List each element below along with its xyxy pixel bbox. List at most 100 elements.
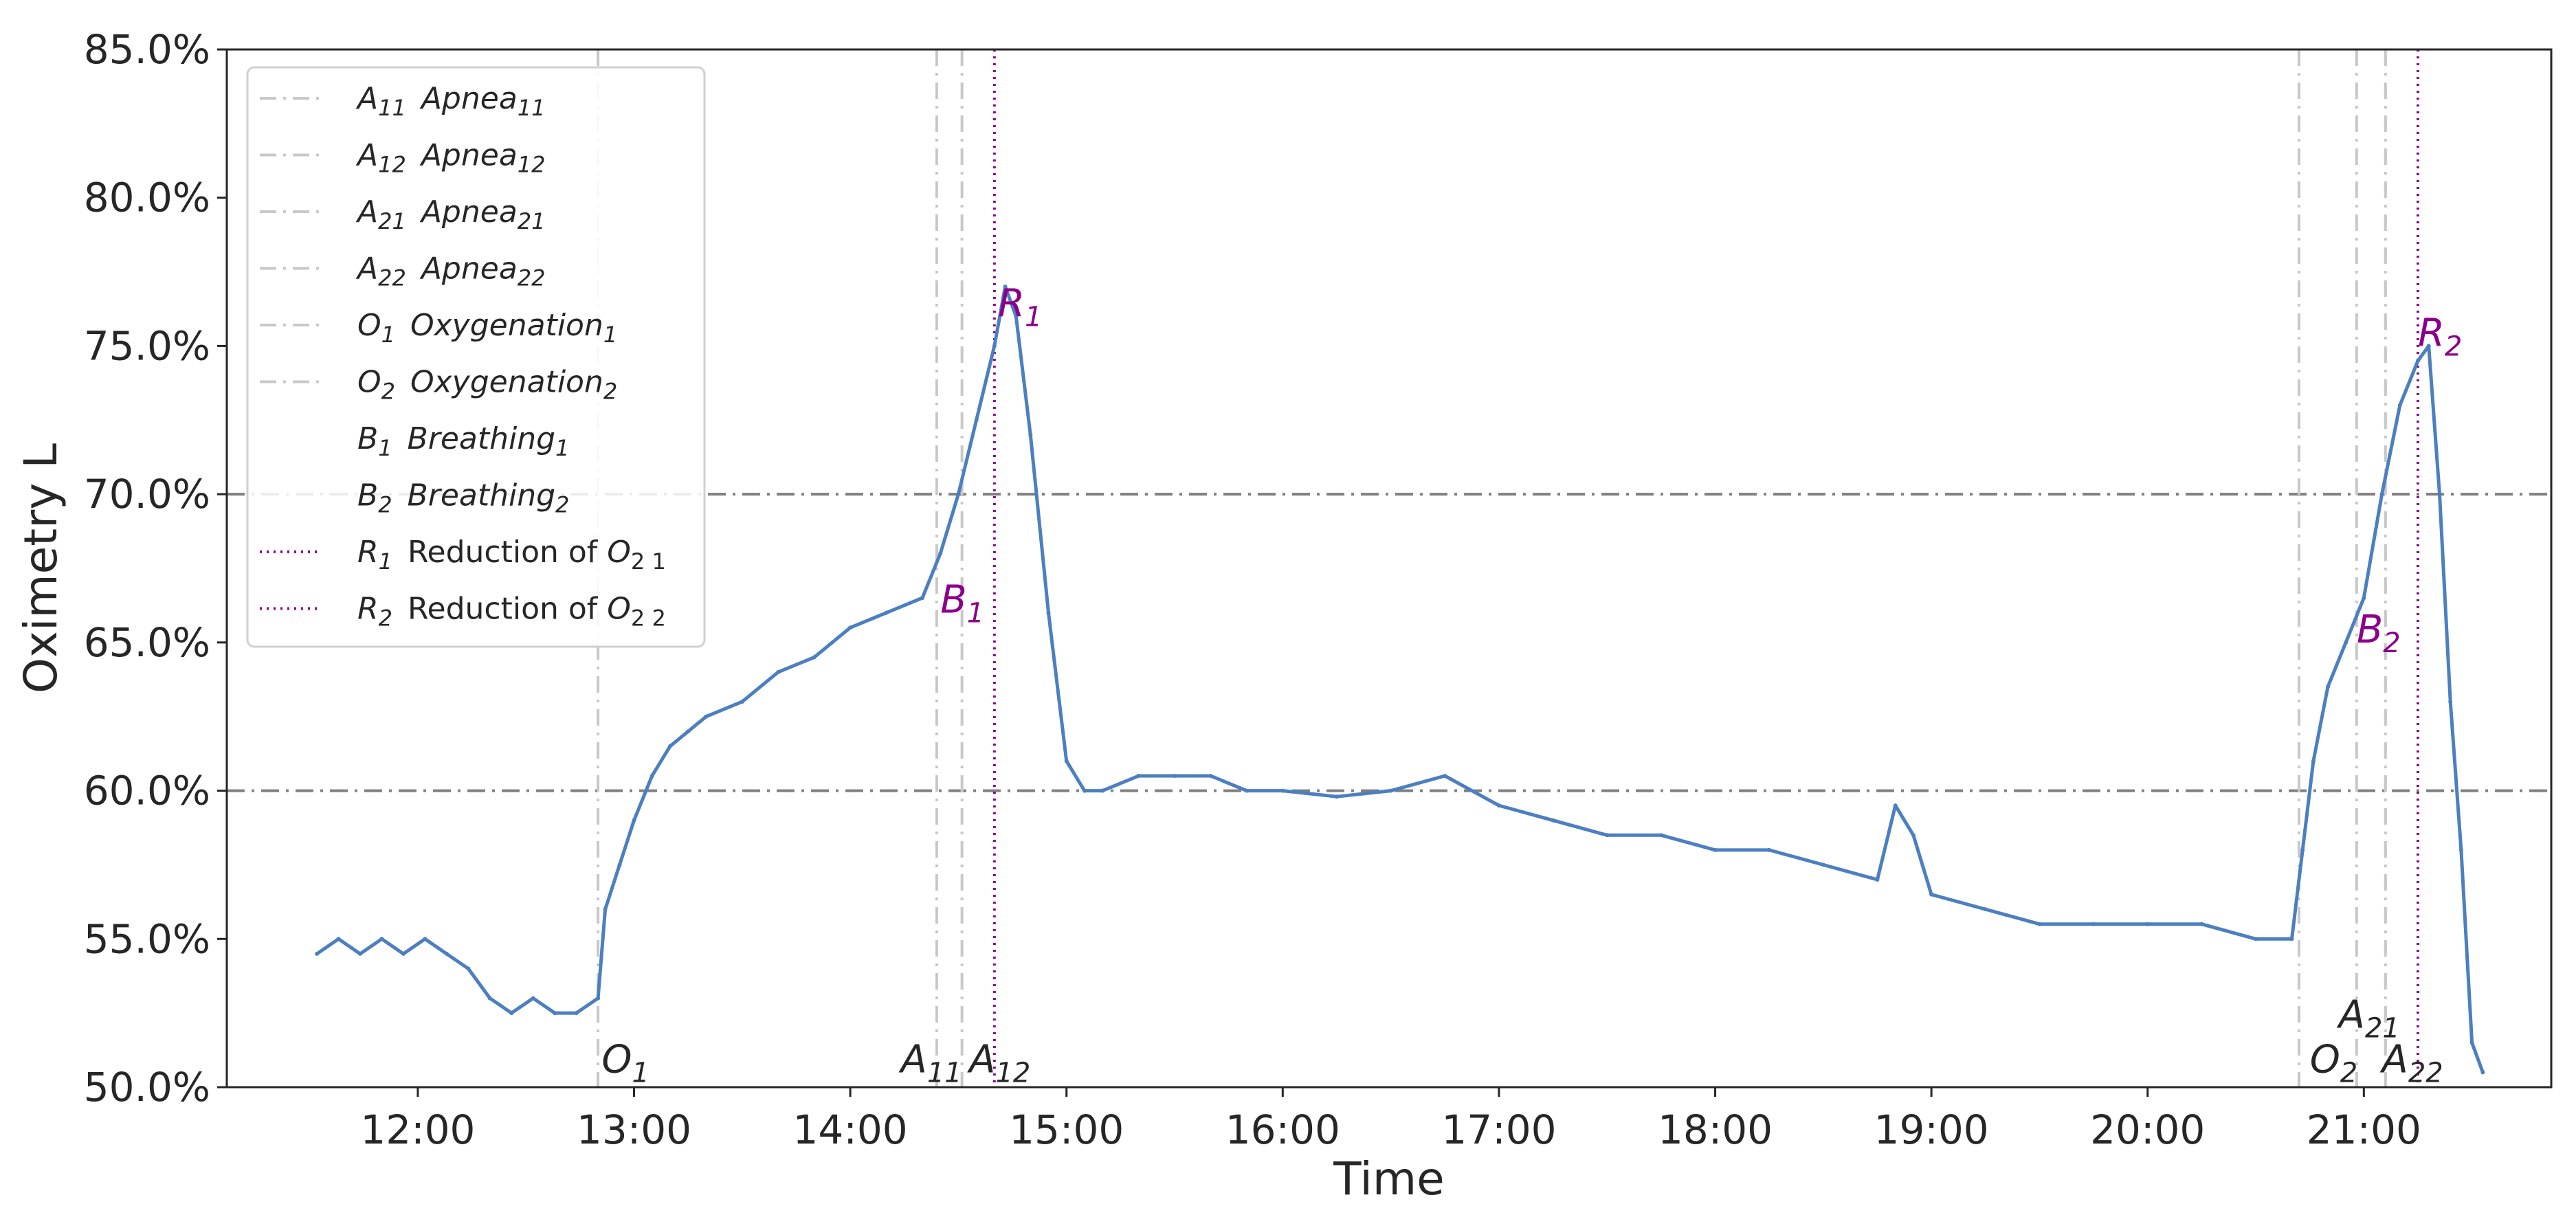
data-point <box>2397 403 2402 408</box>
data-point <box>1605 833 1610 838</box>
legend-entry-R2: R2 Reduction of O2 2 <box>357 592 666 632</box>
data-point <box>1208 774 1213 778</box>
data-point <box>2415 359 2420 363</box>
series-layer <box>315 285 2485 1075</box>
data-point <box>704 714 709 719</box>
data-point <box>1929 892 1934 897</box>
y-axis: 50.0% 55.0% 60.0% 65.0% 70.0% 75.0% 80.0% 85.0% <box>84 26 227 1111</box>
data-point <box>812 655 817 660</box>
data-point <box>974 418 979 423</box>
data-point <box>1388 788 1393 793</box>
data-point <box>667 744 672 748</box>
annotation-O2: O2 <box>2310 1037 2358 1089</box>
x-tick-label: 12:00 <box>360 1106 475 1153</box>
data-point <box>466 966 471 971</box>
annotation-A12: A12 <box>967 1037 1030 1089</box>
data-point <box>315 951 320 956</box>
data-point <box>686 729 691 734</box>
data-point <box>2145 922 2150 926</box>
data-point <box>509 1011 514 1016</box>
data-point <box>617 862 622 867</box>
legend-entry-O2: O2 Oxygenation2 <box>357 365 617 405</box>
data-point <box>2469 1040 2474 1045</box>
data-point <box>1713 847 1718 852</box>
data-point <box>1100 788 1105 793</box>
data-point <box>1983 907 1988 912</box>
data-point <box>2437 492 2442 497</box>
annotation-R2: R2 <box>2418 311 2462 362</box>
x-tick-label: 13:00 <box>577 1106 691 1153</box>
x-tick-label: 19:00 <box>1874 1106 1989 1153</box>
data-point <box>603 907 608 912</box>
data-point <box>1244 788 1249 793</box>
annotation-B2: B2 <box>2357 608 2401 659</box>
x-axis-label: Time <box>1333 1152 1445 1205</box>
annotation-A21: A21 <box>2337 993 2400 1045</box>
data-point <box>848 625 853 630</box>
x-tick-label: 16:00 <box>1225 1106 1340 1153</box>
legend-entry-B1: B1 Breathing1 <box>357 421 569 461</box>
data-point <box>1136 774 1141 778</box>
x-tick-label: 14:00 <box>793 1106 908 1153</box>
data-point <box>2458 847 2463 852</box>
data-point <box>1443 774 1447 778</box>
data-point <box>1551 818 1555 823</box>
legend-entry-R1: R1 Reduction of O2 1 <box>357 535 666 575</box>
data-point <box>1173 774 1177 778</box>
y-tick-label: 75.0% <box>84 322 210 369</box>
legend-entry-A22: A22 Apnea22 <box>355 252 546 291</box>
y-tick-label: 55.0% <box>84 915 210 962</box>
data-point <box>2300 847 2305 852</box>
data-point <box>776 670 781 674</box>
x-tick-label: 15:00 <box>1009 1106 1124 1153</box>
y-tick-label: 70.0% <box>84 471 210 517</box>
data-point <box>956 492 961 497</box>
x-tick-label: 18:00 <box>1658 1106 1773 1153</box>
x-tick-label: 20:00 <box>2090 1106 2205 1153</box>
data-point <box>920 596 924 601</box>
data-point <box>740 700 744 704</box>
data-point <box>336 937 341 941</box>
y-tick-label: 65.0% <box>84 619 210 666</box>
data-point <box>2325 684 2330 689</box>
data-point <box>596 996 601 1001</box>
x-axis: 12:00 13:00 14:00 15:00 16:00 17:00 18:00 19:00… <box>360 1087 2421 1153</box>
data-point <box>632 818 636 823</box>
data-point <box>1893 803 1898 808</box>
legend-box <box>246 66 706 648</box>
event-lines <box>597 49 2419 1087</box>
data-point <box>2480 1070 2485 1075</box>
data-point <box>2037 922 2042 926</box>
data-point <box>1046 610 1051 615</box>
data-point <box>1003 285 1008 289</box>
data-point <box>938 551 943 556</box>
data-point <box>1875 878 1880 882</box>
data-point <box>1496 803 1501 808</box>
x-tick-label: 17:00 <box>1441 1106 1556 1153</box>
legend-entry-A12: A12 Apnea12 <box>355 138 546 178</box>
data-point <box>2311 759 2316 764</box>
series-line-0 <box>315 285 2485 1073</box>
data-point <box>423 937 428 941</box>
annotation-R1: R1 <box>998 281 1042 333</box>
data-point <box>1334 794 1339 799</box>
annotation-O1: O1 <box>601 1037 649 1089</box>
data-point <box>2362 596 2366 601</box>
legend-entry-B2: B2 Breathing2 <box>357 478 569 518</box>
data-point <box>2379 492 2384 497</box>
annotation-A11: A11 <box>899 1037 962 1089</box>
legend: A11 Apnea11 A12 Apnea12 A21 Apnea21 A22 Apn… <box>246 66 706 648</box>
legend-entry-A11: A11 Apnea11 <box>355 81 546 121</box>
plot-frame <box>225 48 2553 1089</box>
data-point <box>487 996 492 1001</box>
data-point <box>992 344 997 348</box>
y-tick-label: 80.0% <box>84 175 210 221</box>
data-point <box>1280 788 1285 793</box>
legend-entry-O1: O1 Oxygenation1 <box>357 308 617 348</box>
data-point <box>884 610 889 615</box>
annotation-B1: B1 <box>940 578 984 629</box>
data-point <box>2289 937 2294 941</box>
data-point <box>1082 788 1087 793</box>
